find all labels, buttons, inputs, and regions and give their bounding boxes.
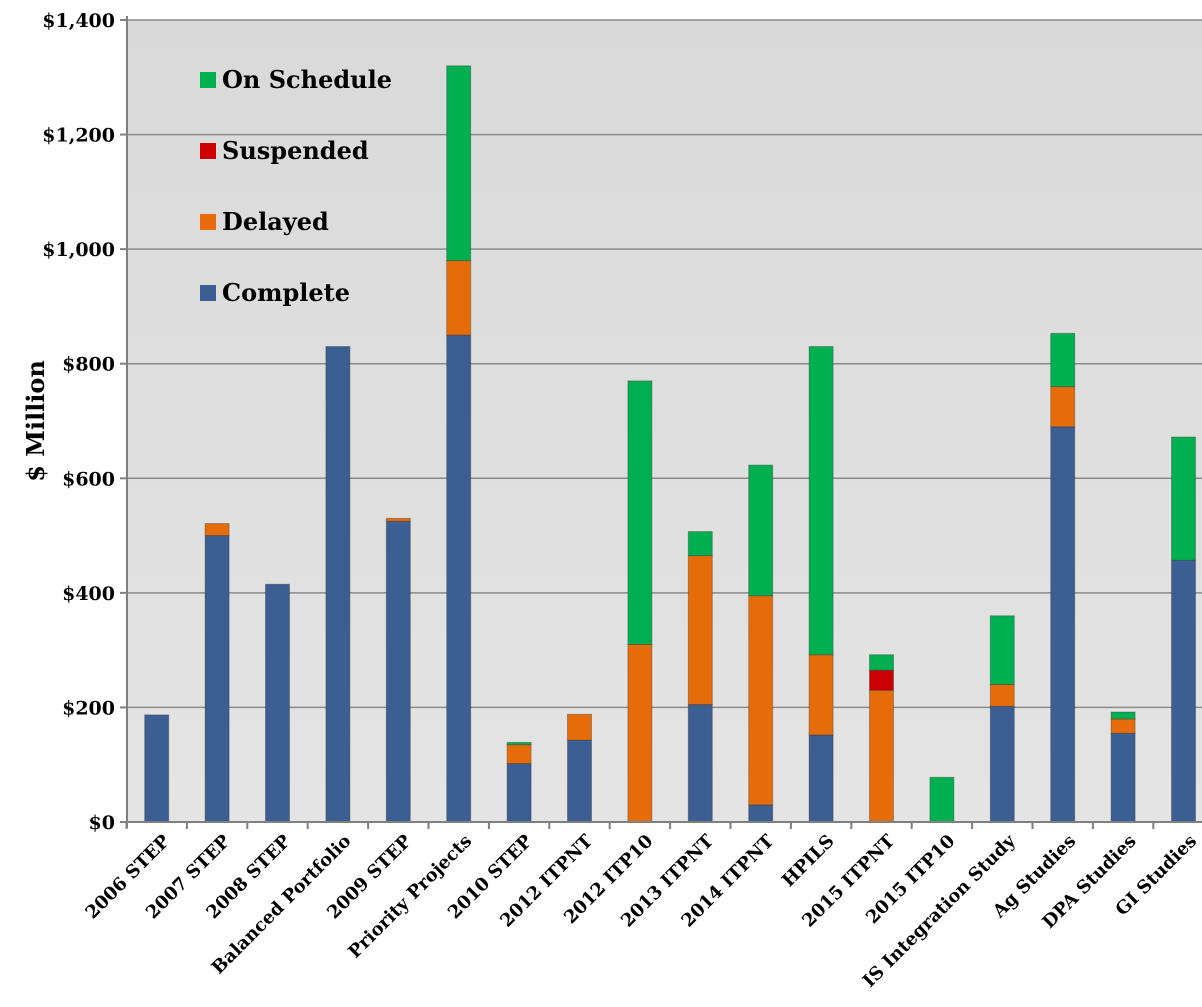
y-tick-label: $400: [62, 583, 115, 605]
bar-segment: [808, 346, 834, 656]
legend-label: On Schedule: [222, 65, 392, 94]
y-tick-label: $1,000: [42, 239, 115, 261]
bar-segment: [989, 615, 1015, 686]
bar-segment: [1050, 426, 1076, 823]
y-tick-label: $1,200: [42, 125, 115, 147]
bar-segment: [204, 535, 230, 823]
legend-label: Delayed: [222, 207, 329, 236]
bar-segment: [1110, 711, 1136, 720]
legend-swatch: [200, 214, 216, 230]
bar-segment: [869, 689, 894, 823]
bar-segment: [1050, 332, 1076, 388]
bar-segment: [385, 520, 411, 823]
bar-segment: [506, 741, 532, 746]
y-tick-label: $0: [89, 812, 115, 834]
bar-segment: [687, 531, 713, 557]
bar-segment: [1050, 386, 1076, 428]
bar-segment: [567, 713, 592, 741]
bar-segment: [446, 260, 472, 336]
bar-segment: [748, 464, 774, 597]
y-tick-label: $1,400: [42, 10, 115, 32]
bar-segment: [687, 704, 713, 823]
bar-segment: [748, 804, 774, 823]
bar-segment: [869, 669, 894, 691]
bar-segment: [869, 654, 894, 671]
plot-area: [127, 20, 1202, 822]
legend-label: Suspended: [222, 136, 369, 165]
bar-segment: [687, 555, 713, 706]
legend-label: Complete: [222, 278, 350, 307]
bar-segment: [627, 380, 653, 645]
bar-segment: [446, 65, 472, 262]
legend-swatch: [200, 72, 216, 88]
y-tick-label: $800: [62, 354, 115, 376]
bar-segment: [989, 705, 1015, 823]
x-tick-label: HPILS: [778, 831, 839, 892]
bar-segment: [929, 776, 955, 823]
bar-segment: [265, 583, 290, 823]
bar-segment: [506, 744, 532, 765]
y-tick-label: $200: [62, 697, 115, 719]
bar-segment: [989, 684, 1015, 707]
y-tick-label: $600: [62, 468, 115, 490]
bar-segment: [808, 654, 834, 736]
bar-segment: [567, 739, 592, 823]
bar-segment: [808, 734, 834, 823]
legend-swatch: [200, 143, 216, 159]
bar-segment: [385, 517, 411, 522]
bar-segment: [748, 595, 774, 806]
legend-swatch: [200, 285, 216, 301]
bar-segment: [446, 334, 472, 823]
bar-segment: [1171, 436, 1196, 561]
y-axis-label: $ Million: [21, 360, 50, 482]
bar-segment: [1171, 559, 1196, 823]
bar-segment: [1110, 732, 1136, 823]
bar-segment: [325, 346, 351, 823]
bar-segment: [506, 763, 532, 823]
bar-segment: [1110, 718, 1136, 734]
bar-segment: [144, 714, 170, 823]
bar-segment: [627, 643, 653, 823]
bar-segment: [204, 523, 230, 537]
